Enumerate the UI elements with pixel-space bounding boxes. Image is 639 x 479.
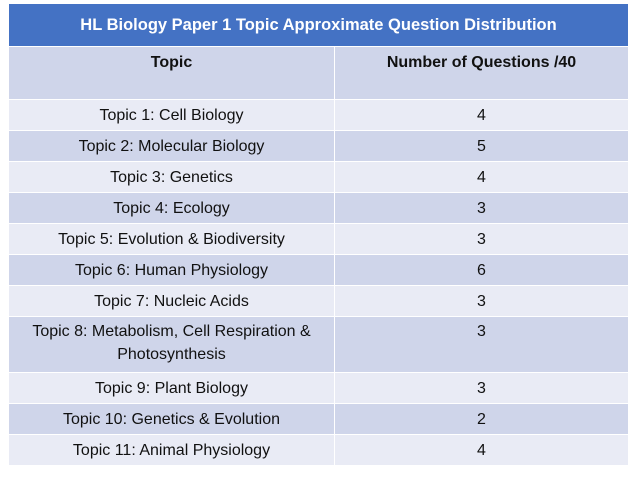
- question-count-cell: 3: [334, 223, 629, 255]
- table-row: Topic 11: Animal Physiology 4: [8, 434, 629, 466]
- topic-cell: Topic 4: Ecology: [8, 192, 335, 224]
- column-header-topic: Topic: [8, 46, 335, 100]
- topic-cell: Topic 1: Cell Biology: [8, 99, 335, 131]
- column-header-question-count: Number of Questions /40: [334, 46, 629, 100]
- topic-cell: Topic 11: Animal Physiology: [8, 434, 335, 466]
- table-row: Topic 3: Genetics 4: [8, 161, 629, 193]
- topic-cell: Topic 9: Plant Biology: [8, 372, 335, 404]
- table-row: Topic 4: Ecology 3: [8, 192, 629, 224]
- topic-cell: Topic 7: Nucleic Acids: [8, 285, 335, 317]
- table-row: Topic 9: Plant Biology 3: [8, 372, 629, 404]
- question-count-cell: 3: [334, 372, 629, 404]
- question-count-cell: 3: [334, 192, 629, 224]
- table-header-row: Topic Number of Questions /40: [8, 46, 629, 100]
- table-title-row: HL Biology Paper 1 Topic Approximate Que…: [8, 3, 629, 47]
- topic-cell: Topic 6: Human Physiology: [8, 254, 335, 286]
- question-count-cell: 3: [334, 285, 629, 317]
- question-count-cell: 6: [334, 254, 629, 286]
- table-row: Topic 1: Cell Biology 4: [8, 99, 629, 131]
- question-count-cell: 5: [334, 130, 629, 162]
- table-row: Topic 6: Human Physiology 6: [8, 254, 629, 286]
- topic-cell: Topic 5: Evolution & Biodiversity: [8, 223, 335, 255]
- question-count-cell: 4: [334, 434, 629, 466]
- table-row: Topic 2: Molecular Biology 5: [8, 130, 629, 162]
- table-title: HL Biology Paper 1 Topic Approximate Que…: [8, 3, 629, 47]
- question-count-cell: 4: [334, 99, 629, 131]
- question-distribution-table: HL Biology Paper 1 Topic Approximate Que…: [8, 3, 629, 466]
- topic-cell: Topic 10: Genetics & Evolution: [8, 403, 335, 435]
- table-row: Topic 5: Evolution & Biodiversity 3: [8, 223, 629, 255]
- table-row: Topic 8: Metabolism, Cell Respiration & …: [8, 316, 629, 373]
- question-count-cell: 4: [334, 161, 629, 193]
- table-row: Topic 10: Genetics & Evolution 2: [8, 403, 629, 435]
- question-distribution-table-container: HL Biology Paper 1 Topic Approximate Que…: [8, 3, 629, 466]
- topic-cell: Topic 2: Molecular Biology: [8, 130, 335, 162]
- question-count-cell: 3: [334, 316, 629, 373]
- table-row: Topic 7: Nucleic Acids 3: [8, 285, 629, 317]
- question-count-cell: 2: [334, 403, 629, 435]
- topic-cell: Topic 3: Genetics: [8, 161, 335, 193]
- topic-cell: Topic 8: Metabolism, Cell Respiration & …: [8, 316, 335, 373]
